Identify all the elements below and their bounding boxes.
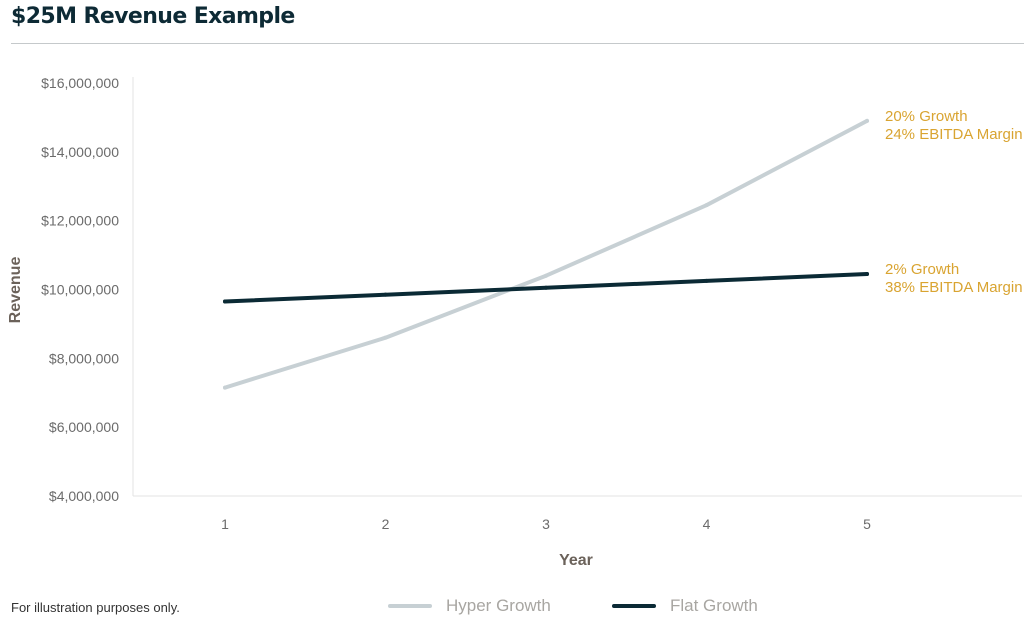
- data-point-hyper-growth: [544, 273, 548, 278]
- y-axis-title: Revenue: [7, 257, 24, 324]
- title-divider: [11, 43, 1024, 44]
- annotation-flat-growth: 38% EBITDA Margin: [885, 279, 1023, 296]
- legend-swatch-flat-growth: [612, 604, 656, 608]
- annotation-hyper-growth: 24% EBITDA Margin: [885, 126, 1023, 143]
- data-point-hyper-growth: [383, 335, 388, 340]
- y-tick-label: $16,000,000: [41, 75, 119, 91]
- data-point-flat-growth: [544, 285, 548, 290]
- series-line-hyper-growth: [223, 118, 869, 390]
- y-tick-label: $12,000,000: [41, 213, 119, 229]
- x-tick-label: 2: [382, 516, 390, 532]
- legend-item-hyper-growth: Hyper Growth: [388, 596, 551, 616]
- data-point-hyper-growth: [865, 118, 869, 123]
- x-tick-label: 3: [542, 516, 550, 532]
- y-tick-label: $10,000,000: [41, 282, 119, 298]
- data-point-hyper-growth: [223, 385, 227, 390]
- y-tick-label: $14,000,000: [41, 144, 119, 160]
- legend-swatch-hyper-growth: [388, 604, 432, 608]
- data-point-hyper-growth: [704, 203, 709, 208]
- x-axis-title: Year: [559, 552, 593, 569]
- x-tick-label: 1: [221, 516, 229, 532]
- y-tick-label: $8,000,000: [49, 350, 119, 366]
- legend-item-flat-growth: Flat Growth: [612, 596, 758, 616]
- data-point-flat-growth: [223, 299, 227, 304]
- annotation-hyper-growth: 20% Growth: [885, 108, 968, 125]
- data-point-flat-growth: [865, 272, 869, 277]
- x-tick-label: 5: [863, 516, 871, 532]
- data-point-flat-growth: [383, 292, 388, 297]
- data-point-flat-growth: [704, 278, 709, 283]
- legend-label-flat-growth: Flat Growth: [670, 596, 758, 615]
- chart-title: $25M Revenue Example: [11, 4, 295, 29]
- footnote: For illustration purposes only.: [11, 600, 180, 615]
- x-tick-label: 4: [703, 516, 711, 532]
- legend-label-hyper-growth: Hyper Growth: [446, 596, 551, 615]
- y-tick-label: $4,000,000: [49, 488, 119, 504]
- annotation-flat-growth: 2% Growth: [885, 261, 959, 278]
- revenue-line-chart: $4,000,000 $6,000,000 $8,000,000 $10,000,00…: [7, 75, 1023, 569]
- y-tick-label: $6,000,000: [49, 419, 119, 435]
